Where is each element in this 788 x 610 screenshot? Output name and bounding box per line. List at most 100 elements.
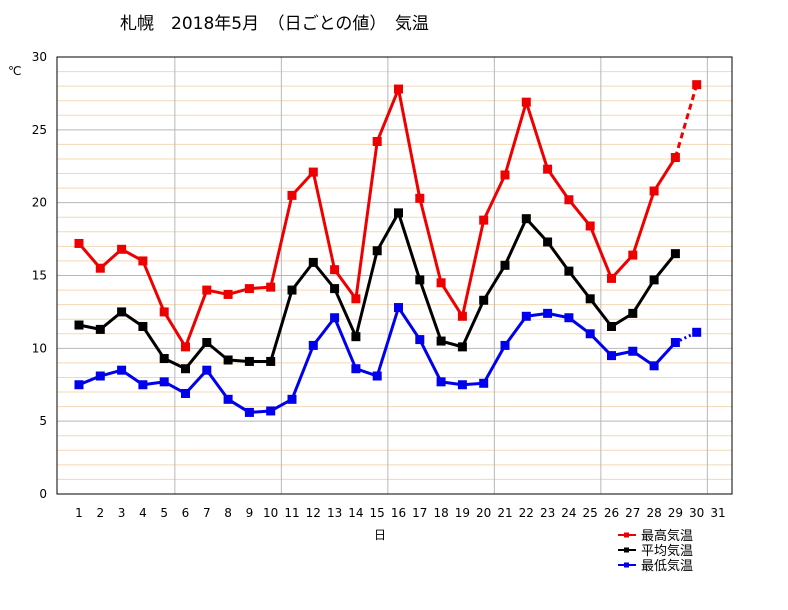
y-tick-label: 0 [39, 487, 47, 501]
data-point [457, 311, 467, 321]
series-line-segment [184, 289, 209, 348]
data-point [287, 190, 297, 200]
x-tick-label: 24 [561, 506, 576, 520]
data-point [585, 294, 595, 304]
legend-label: 平均気温 [641, 543, 693, 559]
data-point [74, 320, 84, 330]
x-tick-label: 11 [284, 506, 299, 520]
y-axis-label: ℃ [8, 64, 21, 78]
data-point [117, 244, 127, 254]
data-point [138, 321, 148, 331]
data-point [330, 284, 340, 294]
data-point [308, 340, 318, 350]
x-tick-label: 15 [370, 506, 385, 520]
data-point [202, 365, 212, 375]
data-point [223, 394, 233, 404]
data-point [500, 340, 510, 350]
series-line-segment [375, 88, 400, 143]
x-tick-label: 14 [348, 506, 363, 520]
data-point [457, 342, 467, 352]
x-tick-label: 13 [327, 506, 342, 520]
chart-title: 札幌 2018年5月 （日ごとの値） 気温 [120, 14, 429, 34]
series-line-segment [674, 330, 698, 344]
data-point [351, 294, 361, 304]
data-point [159, 377, 169, 387]
series-line-segment [503, 315, 528, 347]
data-point [244, 356, 254, 366]
series-line-segment [354, 141, 379, 300]
series-line-segment [141, 325, 166, 360]
series-line-segment [546, 241, 571, 273]
data-point [117, 307, 127, 317]
data-point [287, 394, 297, 404]
data-point [521, 97, 531, 107]
x-tick-label: 23 [540, 506, 555, 520]
x-tick-label: 21 [497, 506, 512, 520]
x-tick-label: 6 [182, 506, 190, 520]
x-tick-label: 18 [433, 506, 448, 520]
data-point [543, 308, 553, 318]
data-point [543, 164, 553, 174]
data-point [266, 282, 276, 292]
x-tick-label: 28 [646, 506, 661, 520]
series-line-segment [418, 197, 443, 284]
data-point [500, 260, 510, 270]
series-line-segment [375, 212, 400, 252]
data-point [372, 246, 382, 256]
data-point [372, 136, 382, 146]
series-line-segment [631, 279, 656, 315]
x-tick-label: 17 [412, 506, 427, 520]
data-point [287, 285, 297, 295]
x-tick-label: 26 [604, 506, 619, 520]
data-point [692, 327, 702, 337]
data-point [202, 285, 212, 295]
data-point [436, 278, 446, 288]
data-point [670, 153, 680, 163]
x-tick-label: 16 [391, 506, 406, 520]
data-point [117, 365, 127, 375]
legend-marker [624, 562, 629, 568]
series-line-segment [354, 250, 379, 338]
x-tick-label: 8 [224, 506, 232, 520]
x-tick-label: 12 [306, 506, 321, 520]
series-line-segment [418, 338, 443, 383]
data-point [138, 380, 148, 390]
legend-label: 最低気温 [641, 558, 693, 574]
data-point [223, 355, 233, 365]
data-point [330, 313, 340, 323]
series-line-segment [333, 268, 358, 300]
data-point [692, 80, 702, 90]
series-line-segment [397, 306, 422, 341]
x-tick-label: 2 [96, 506, 104, 520]
x-tick-label: 3 [118, 506, 126, 520]
x-tick-label: 19 [455, 506, 470, 520]
series-line-segment [312, 316, 336, 347]
data-point [500, 170, 510, 180]
data-point [415, 193, 425, 203]
data-point [74, 380, 84, 390]
data-point [394, 208, 403, 218]
data-point [479, 295, 489, 305]
series-line-segment [546, 168, 571, 201]
x-tick-label: 25 [583, 506, 598, 520]
data-point [202, 338, 212, 348]
data-point [415, 275, 425, 285]
data-point [670, 338, 680, 348]
x-tick-label: 27 [625, 506, 640, 520]
x-tick-label: 20 [476, 506, 491, 520]
data-point [521, 214, 531, 224]
series-2 [74, 303, 702, 417]
data-point [564, 195, 574, 205]
data-point [244, 284, 254, 294]
data-point [159, 307, 169, 317]
data-point [394, 303, 403, 313]
legend-item-2: 最低気温 [618, 558, 693, 574]
series-line-segment [418, 279, 443, 342]
data-point [138, 256, 148, 266]
data-point [564, 266, 574, 276]
data-point [628, 308, 638, 318]
series-line-segment [290, 344, 315, 400]
data-point [543, 237, 553, 247]
data-point [607, 321, 616, 331]
legend-label: 最高気温 [641, 528, 693, 544]
